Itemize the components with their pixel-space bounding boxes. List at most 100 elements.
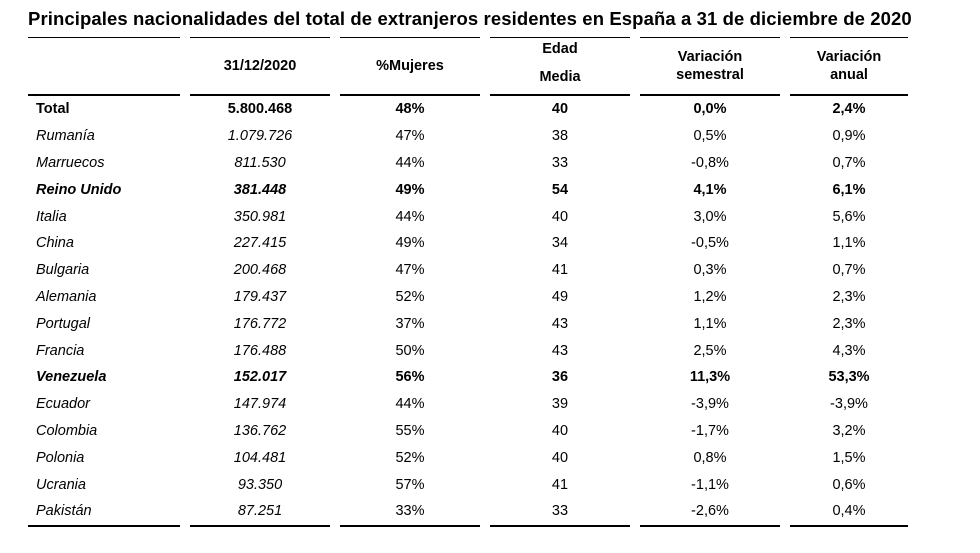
column-gap <box>480 337 490 364</box>
cell-nationality: Pakistán <box>28 498 180 527</box>
column-gap <box>180 230 190 257</box>
column-gap <box>330 150 340 177</box>
cell-mean-age: 34 <box>551 235 569 252</box>
column-gap <box>180 96 190 123</box>
column-gap <box>330 284 340 311</box>
column-gap <box>630 230 640 257</box>
cell-annual-variation: 0,4% <box>790 498 908 527</box>
cell-nationality: Ecuador <box>36 396 91 413</box>
cell-mean-age: 49 <box>551 288 569 305</box>
column-gap <box>480 96 490 123</box>
column-gap <box>630 444 640 471</box>
column-gap <box>480 310 490 337</box>
cell-nationality: Rumanía <box>36 128 95 145</box>
cell-annual-variation: 0,6% <box>832 476 866 493</box>
cell-residents: 227.415 <box>233 235 287 252</box>
cell-residents: 87.251 <box>190 498 330 527</box>
cell-mean-age: 43 <box>551 342 569 359</box>
header-annual-line2: anual <box>830 67 868 83</box>
cell-annual-variation: 53,3% <box>828 369 870 386</box>
column-gap <box>780 391 790 418</box>
column-gap <box>630 498 640 527</box>
cell-annual-variation: 5,6% <box>832 208 866 225</box>
cell-women-pct: 49% <box>395 235 425 252</box>
column-gap <box>780 150 790 177</box>
cell-residents: 152.017 <box>233 369 287 386</box>
column-gap <box>780 257 790 284</box>
column-gap <box>330 498 340 527</box>
column-gap <box>630 337 640 364</box>
table-body: Total 5.800.468 48% 40 0,0% 2,4% Rumanía 1.079.… <box>28 96 908 527</box>
column-gap <box>180 257 190 284</box>
cell-annual-variation: 3,2% <box>832 422 866 439</box>
column-gap <box>480 284 490 311</box>
cell-annual-variation: 0,7% <box>832 154 866 171</box>
column-gap <box>780 123 790 150</box>
column-gap <box>630 150 640 177</box>
cell-annual-variation: 1,1% <box>832 235 866 252</box>
table-row: Pakistán 87.251 33% 33 -2,6% 0,4% <box>28 498 908 527</box>
cell-women-pct: 56% <box>395 369 425 386</box>
column-gap <box>630 284 640 311</box>
column-gap <box>330 471 340 498</box>
column-gap <box>780 310 790 337</box>
column-gap <box>330 337 340 364</box>
cell-women-pct: 44% <box>395 154 425 171</box>
cell-residents: 179.437 <box>233 288 287 305</box>
header-semester-line1: Variación <box>677 49 743 65</box>
nationalities-table: 31/12/2020 %Mujeres Edad Media Variación… <box>28 37 908 527</box>
cell-nationality: Bulgaria <box>36 262 90 279</box>
cell-nationality: Total <box>36 101 70 118</box>
cell-mean-age: 33 <box>551 154 569 171</box>
header-row: 31/12/2020 %Mujeres Edad Media Variación… <box>28 37 908 96</box>
column-gap <box>180 284 190 311</box>
column-gap <box>780 444 790 471</box>
cell-mean-age: 39 <box>551 396 569 413</box>
header-date: 31/12/2020 <box>190 37 330 96</box>
cell-residents: 93.350 <box>237 476 283 493</box>
column-gap <box>180 444 190 471</box>
column-gap <box>630 310 640 337</box>
column-gap <box>180 418 190 445</box>
cell-annual-variation: 0,7% <box>832 262 866 279</box>
cell-mean-age: 43 <box>551 315 569 332</box>
column-gap <box>780 418 790 445</box>
cell-women-pct: 57% <box>395 476 425 493</box>
column-gap <box>480 418 490 445</box>
cell-women-pct: 37% <box>395 315 425 332</box>
header-semester-variation: Variación semestral <box>640 37 780 96</box>
cell-nationality: Francia <box>36 342 85 359</box>
column-gap <box>330 96 340 123</box>
cell-annual-variation: -3,9% <box>830 396 868 413</box>
table-row: Venezuela 152.017 56% 36 11,3% 53,3% <box>28 364 908 391</box>
cell-annual-variation: 0,9% <box>832 128 866 145</box>
column-gap <box>180 364 190 391</box>
cell-nationality: Marruecos <box>36 154 105 171</box>
cell-residents: 811.530 <box>234 154 286 171</box>
table-row: Alemania 179.437 52% 49 1,2% 2,3% <box>28 284 908 311</box>
column-gap <box>180 471 190 498</box>
table-row: Ecuador 147.974 44% 39 -3,9% -3,9% <box>28 391 908 418</box>
cell-women-pct: 52% <box>395 288 425 305</box>
cell-semester-variation: -2,6% <box>640 498 780 527</box>
cell-women-pct: 47% <box>395 262 425 279</box>
header-nationality <box>28 37 180 96</box>
column-gap <box>330 123 340 150</box>
cell-annual-variation: 1,5% <box>832 449 866 466</box>
table-row: Ucrania 93.350 57% 41 -1,1% 0,6% <box>28 471 908 498</box>
cell-annual-variation: 2,4% <box>832 101 866 118</box>
column-gap <box>780 176 790 203</box>
column-gap <box>630 364 640 391</box>
table-row: China 227.415 49% 34 -0,5% 1,1% <box>28 230 908 257</box>
cell-women-pct: 48% <box>395 101 425 118</box>
header-women: %Mujeres <box>340 37 480 96</box>
column-gap <box>630 471 640 498</box>
table-row: Colombia 136.762 55% 40 -1,7% 3,2% <box>28 418 908 445</box>
column-gap <box>780 498 790 527</box>
cell-mean-age: 54 <box>551 181 569 198</box>
cell-nationality: Alemania <box>36 288 97 305</box>
column-gap <box>630 123 640 150</box>
cell-residents: 176.772 <box>233 315 287 332</box>
cell-mean-age: 41 <box>551 262 569 279</box>
column-gap <box>780 203 790 230</box>
